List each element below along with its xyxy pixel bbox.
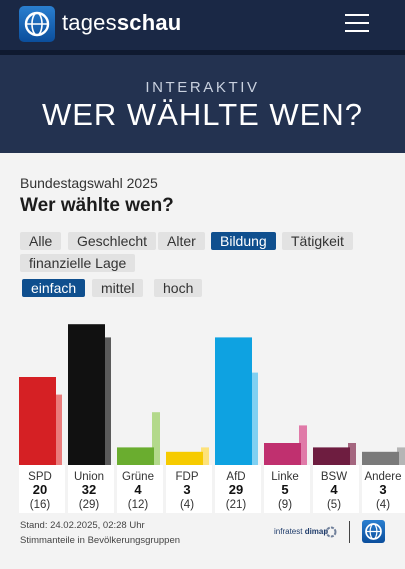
prev-value-label-linke: (9) xyxy=(278,499,292,511)
timestamp: Stand: 24.02.2025, 02:28 Uhr xyxy=(20,520,145,531)
bar-gruene xyxy=(117,447,154,465)
prev-value-label-afd: (21) xyxy=(226,499,247,511)
brand-regular: tages xyxy=(62,10,117,35)
bar-prev-union xyxy=(103,337,111,465)
label-box-spd xyxy=(19,465,65,513)
bar-fdp xyxy=(166,451,203,465)
filter-tab-bildung[interactable]: Bildung xyxy=(211,232,276,250)
party-label-afd: AfD xyxy=(226,471,245,483)
bar-prev-andere xyxy=(397,447,405,465)
source-label: infratest dimap xyxy=(274,527,328,536)
prev-value-label-fdp: (4) xyxy=(180,499,194,511)
bar-bsw xyxy=(313,447,350,465)
hero-divider xyxy=(0,50,405,55)
footer-separator xyxy=(349,521,350,543)
party-label-bsw: BSW xyxy=(321,471,347,483)
source-regular: infratest xyxy=(274,527,305,536)
value-label-fdp: 3 xyxy=(183,482,190,497)
value-label-bsw: 4 xyxy=(330,482,338,497)
party-label-gruene: Grüne xyxy=(122,471,154,483)
tagesschau-small-logo-icon xyxy=(362,520,385,543)
label-box-gruene xyxy=(117,465,163,513)
hero-kicker: INTERAKTIV xyxy=(145,79,260,96)
level-tab-mittel[interactable]: mittel xyxy=(92,279,144,297)
filter-tab-alter[interactable]: Alter xyxy=(158,232,205,250)
infratest-dimap-icon xyxy=(325,526,337,538)
bar-afd xyxy=(215,337,252,465)
label-box-fdp xyxy=(166,465,212,513)
party-label-union: Union xyxy=(74,471,104,483)
value-label-linke: 5 xyxy=(281,482,288,497)
party-label-fdp: FDP xyxy=(176,471,199,483)
level-tab-hoch[interactable]: hoch xyxy=(154,279,203,297)
bar-andere xyxy=(362,451,399,465)
bar-linke xyxy=(264,443,301,465)
filter-tab-alle[interactable]: Alle xyxy=(20,232,62,250)
party-label-linke: Linke xyxy=(271,471,299,483)
bar-spd xyxy=(19,377,56,465)
section-subtitle: Bundestagswahl 2025 xyxy=(20,175,158,191)
label-box-linke xyxy=(264,465,310,513)
prev-value-label-union: (29) xyxy=(79,499,100,511)
bar-prev-bsw xyxy=(348,443,356,465)
prev-value-label-andere: (4) xyxy=(376,499,390,511)
vote-share-chart: SPD20(16)Union32(29)Grüne4(12)FDP3(4)AfD… xyxy=(19,324,405,513)
bar-prev-linke xyxy=(299,425,307,465)
hero-banner: INTERAKTIV WER WÄHLTE WEN? xyxy=(0,55,405,153)
filter-tab-geschlecht[interactable]: Geschlecht xyxy=(68,232,157,250)
value-label-union: 32 xyxy=(82,482,96,497)
brand-bold: schau xyxy=(116,10,182,35)
label-box-andere xyxy=(362,465,405,513)
bar-prev-spd xyxy=(54,394,62,465)
value-label-andere: 3 xyxy=(379,482,386,497)
bar-prev-afd xyxy=(250,372,258,465)
party-label-spd: SPD xyxy=(28,471,52,483)
bar-prev-gruene xyxy=(152,412,160,465)
label-box-bsw xyxy=(313,465,359,513)
brand-name[interactable]: tagesschau xyxy=(62,10,181,36)
value-label-spd: 20 xyxy=(33,482,47,497)
filter-tab-finanzielle-lage[interactable]: finanzielle Lage xyxy=(20,254,136,272)
label-box-afd xyxy=(215,465,261,513)
prev-value-label-bsw: (5) xyxy=(327,499,341,511)
label-box-union xyxy=(68,465,114,513)
section-title: Wer wählte wen? xyxy=(20,195,174,216)
filter-tab-taetigkeit[interactable]: Tätigkeit xyxy=(282,232,353,250)
tagesschau-logo-icon[interactable] xyxy=(19,6,55,42)
chart-note: Stimmanteile in Bevölkerungsgruppen xyxy=(20,535,181,546)
value-label-afd: 29 xyxy=(229,482,243,497)
source-bold: dimap xyxy=(304,527,329,536)
hero-title: WER WÄHLTE WEN? xyxy=(42,97,363,132)
hamburger-menu-icon[interactable] xyxy=(343,11,373,35)
prev-value-label-gruene: (12) xyxy=(128,499,149,511)
bar-union xyxy=(68,324,105,465)
value-label-gruene: 4 xyxy=(134,482,142,497)
top-bar: tagesschau xyxy=(0,0,405,50)
party-label-andere: Andere xyxy=(364,471,401,483)
level-tab-einfach[interactable]: einfach xyxy=(22,279,86,297)
prev-value-label-spd: (16) xyxy=(30,499,51,511)
bar-prev-fdp xyxy=(201,447,209,465)
